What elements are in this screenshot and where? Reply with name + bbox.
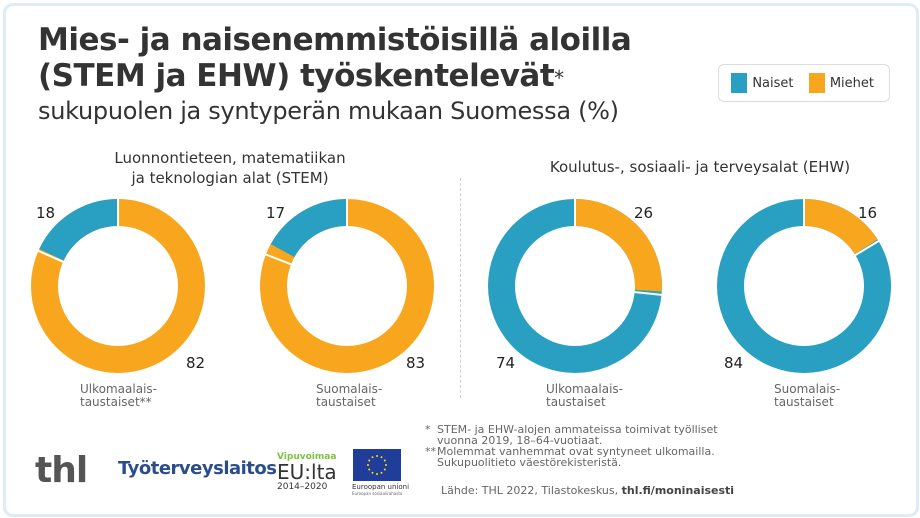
label-stem-foreign: Ulkomaalais- taustaiset**	[80, 382, 157, 409]
legend-label-naiset: Naiset	[752, 75, 794, 91]
donut-ehw-foreign	[488, 198, 664, 373]
label-ehw-finnish: Suomalais- taustaiset	[774, 382, 841, 409]
value-ehw-finnish-naiset: 84	[724, 354, 744, 372]
vipuvoimaa-eu-logo: Vipuvoimaa EU:lta 2014–2020	[277, 452, 337, 492]
subtitle: sukupuolen ja syntyperän mukaan Suomessa…	[38, 97, 619, 125]
donut-stem-finnish	[260, 198, 434, 373]
donut-stem-foreign	[31, 198, 205, 373]
eu-caption-small: Euroopan sosiaalirahasto	[352, 491, 403, 496]
eu-flag-icon	[353, 449, 401, 481]
eu-caption: Euroopan unioni	[352, 483, 410, 491]
label-ehw-foreign: Ulkomaalais- taustaiset	[546, 382, 623, 409]
footnote-2: ** Molemmat vanhemmat ovat syntyneet ulk…	[425, 445, 715, 469]
title-line-2: (STEM ja EHW) työskentelevät*	[38, 58, 564, 94]
source-line: Lähde: THL 2022, Tilastokeskus, thl.fi/m…	[441, 484, 735, 497]
thl-logo: thl	[35, 450, 88, 491]
legend-label-miehet: Miehet	[829, 75, 874, 91]
footnote-1: * STEM- ja EHW-alojen ammateissa toimiva…	[425, 423, 718, 447]
label-stem-finnish: Suomalais- taustaiset	[316, 382, 383, 409]
source-link[interactable]: thl.fi/moninaisesti	[621, 484, 735, 497]
value-ehw-finnish-miehet: 16	[858, 204, 878, 222]
page-title: Mies- ja naisenemmistöisillä aloilla (ST…	[38, 22, 632, 94]
legend-swatch-miehet	[808, 73, 825, 93]
value-ehw-foreign-naiset: 74	[496, 354, 516, 372]
title-line-1: Mies- ja naisenemmistöisillä aloilla	[38, 22, 632, 58]
tyoterveyslaitos-logo: Työterveyslaitos	[118, 458, 277, 479]
value-stem-finnish-miehet: 83	[406, 354, 426, 372]
footnotes: * STEM- ja EHW-alojen ammateissa toimiva…	[425, 424, 718, 468]
section-divider	[460, 178, 461, 398]
legend-swatch-naiset	[731, 73, 748, 93]
value-stem-foreign-miehet: 82	[186, 354, 206, 372]
value-stem-foreign-naiset: 18	[36, 204, 56, 222]
donut-ehw-finnish	[717, 198, 891, 373]
legend: Naiset Miehet	[718, 64, 890, 102]
value-ehw-foreign-miehet: 26	[634, 204, 654, 222]
value-stem-finnish-naiset: 17	[266, 204, 286, 222]
stem-section-title: Luonnontieteen, matematiikan ja teknolog…	[114, 149, 346, 187]
ehw-section-title: Koulutus-, sosiaali- ja terveysalat (EHW…	[549, 158, 851, 176]
